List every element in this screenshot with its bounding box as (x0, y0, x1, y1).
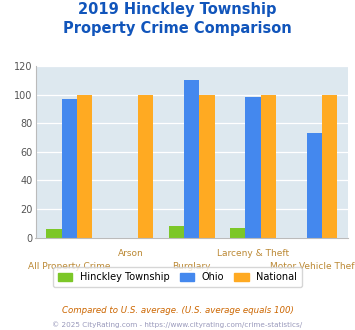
Bar (245, 97, 261, 238)
Bar (322, 95, 337, 238)
Bar (77, 95, 92, 238)
Text: Arson: Arson (118, 249, 143, 258)
Text: Compared to U.S. average. (U.S. average equals 100): Compared to U.S. average. (U.S. average … (61, 306, 294, 315)
Text: All Property Crime: All Property Crime (28, 262, 110, 271)
Bar (138, 95, 153, 238)
Bar (184, 80, 200, 238)
Bar (261, 95, 276, 238)
Legend: Hinckley Township, Ohio, National: Hinckley Township, Ohio, National (53, 268, 302, 287)
Bar (61, 99, 77, 238)
Bar (46, 229, 61, 238)
Bar (307, 133, 322, 238)
Text: © 2025 CityRating.com - https://www.cityrating.com/crime-statistics/: © 2025 CityRating.com - https://www.city… (53, 322, 302, 328)
Bar (230, 228, 245, 238)
Text: Burglary: Burglary (173, 262, 211, 271)
Bar (200, 95, 215, 238)
Text: Larceny & Theft: Larceny & Theft (217, 249, 289, 258)
Text: Property Crime Comparison: Property Crime Comparison (63, 21, 292, 36)
Text: Motor Vehicle Theft: Motor Vehicle Theft (270, 262, 355, 271)
Bar (169, 226, 184, 238)
Text: 2019 Hinckley Township: 2019 Hinckley Township (78, 2, 277, 16)
